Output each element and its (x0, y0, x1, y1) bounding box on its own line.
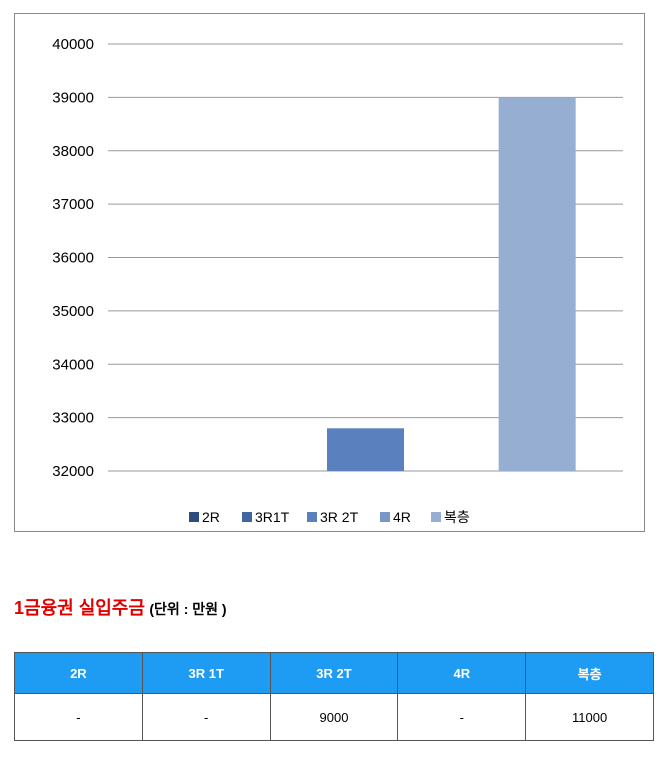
legend-label: 3R1T (255, 509, 290, 525)
header-2r: 2R (14, 652, 143, 694)
y-tick-label: 40000 (52, 36, 94, 53)
chart-frame: 32000 33000 34000 35000 36000 37000 38000 39000… (14, 13, 645, 532)
y-tick-label: 35000 (52, 303, 94, 320)
legend-label: 3R 2T (320, 509, 359, 525)
bar (327, 428, 404, 471)
section-title: 1금융권 실입주금 (단위 : 만원 ) (14, 594, 227, 620)
cell-3r-2t: 9000 (269, 693, 399, 741)
y-tick-label: 33000 (52, 410, 94, 427)
table-header-row: 2R 3R 1T 3R 2T 4R 복층 (14, 652, 654, 694)
unit-note: (단위 : 만원 ) (149, 601, 227, 617)
y-tick-label: 37000 (52, 196, 94, 213)
legend-swatch (431, 512, 441, 522)
section-title-text: 1금융권 실입주금 (14, 598, 145, 618)
cell-duplex: 11000 (525, 693, 654, 741)
y-tick-label: 36000 (52, 250, 94, 267)
bar (498, 97, 576, 471)
cell-2r: - (14, 693, 143, 741)
y-tick-label: 38000 (52, 143, 94, 160)
legend-swatch (307, 512, 317, 522)
bar-chart: 32000 33000 34000 35000 36000 37000 38000 39000… (52, 36, 623, 525)
header-duplex: 복층 (525, 652, 654, 694)
table-row: - - 9000 - 11000 (14, 693, 654, 741)
legend-swatch (380, 512, 390, 522)
legend-label: 복층 (444, 509, 470, 525)
header-3r-1t: 3R 1T (141, 652, 271, 694)
y-tick-label: 34000 (52, 356, 94, 373)
y-tick-label: 39000 (52, 89, 94, 106)
legend-swatch (242, 512, 252, 522)
cell-4r: - (397, 693, 527, 741)
deposit-table: 2R 3R 1T 3R 2T 4R 복층 - - 9000 - 11000 (14, 652, 654, 741)
header-3r-2t: 3R 2T (269, 652, 399, 694)
legend-label: 4R (393, 509, 411, 525)
legend-swatch (189, 512, 199, 522)
y-tick-label: 32000 (52, 463, 94, 480)
header-4r: 4R (397, 652, 527, 694)
cell-3r-1t: - (141, 693, 271, 741)
legend-label: 2R (202, 509, 220, 525)
